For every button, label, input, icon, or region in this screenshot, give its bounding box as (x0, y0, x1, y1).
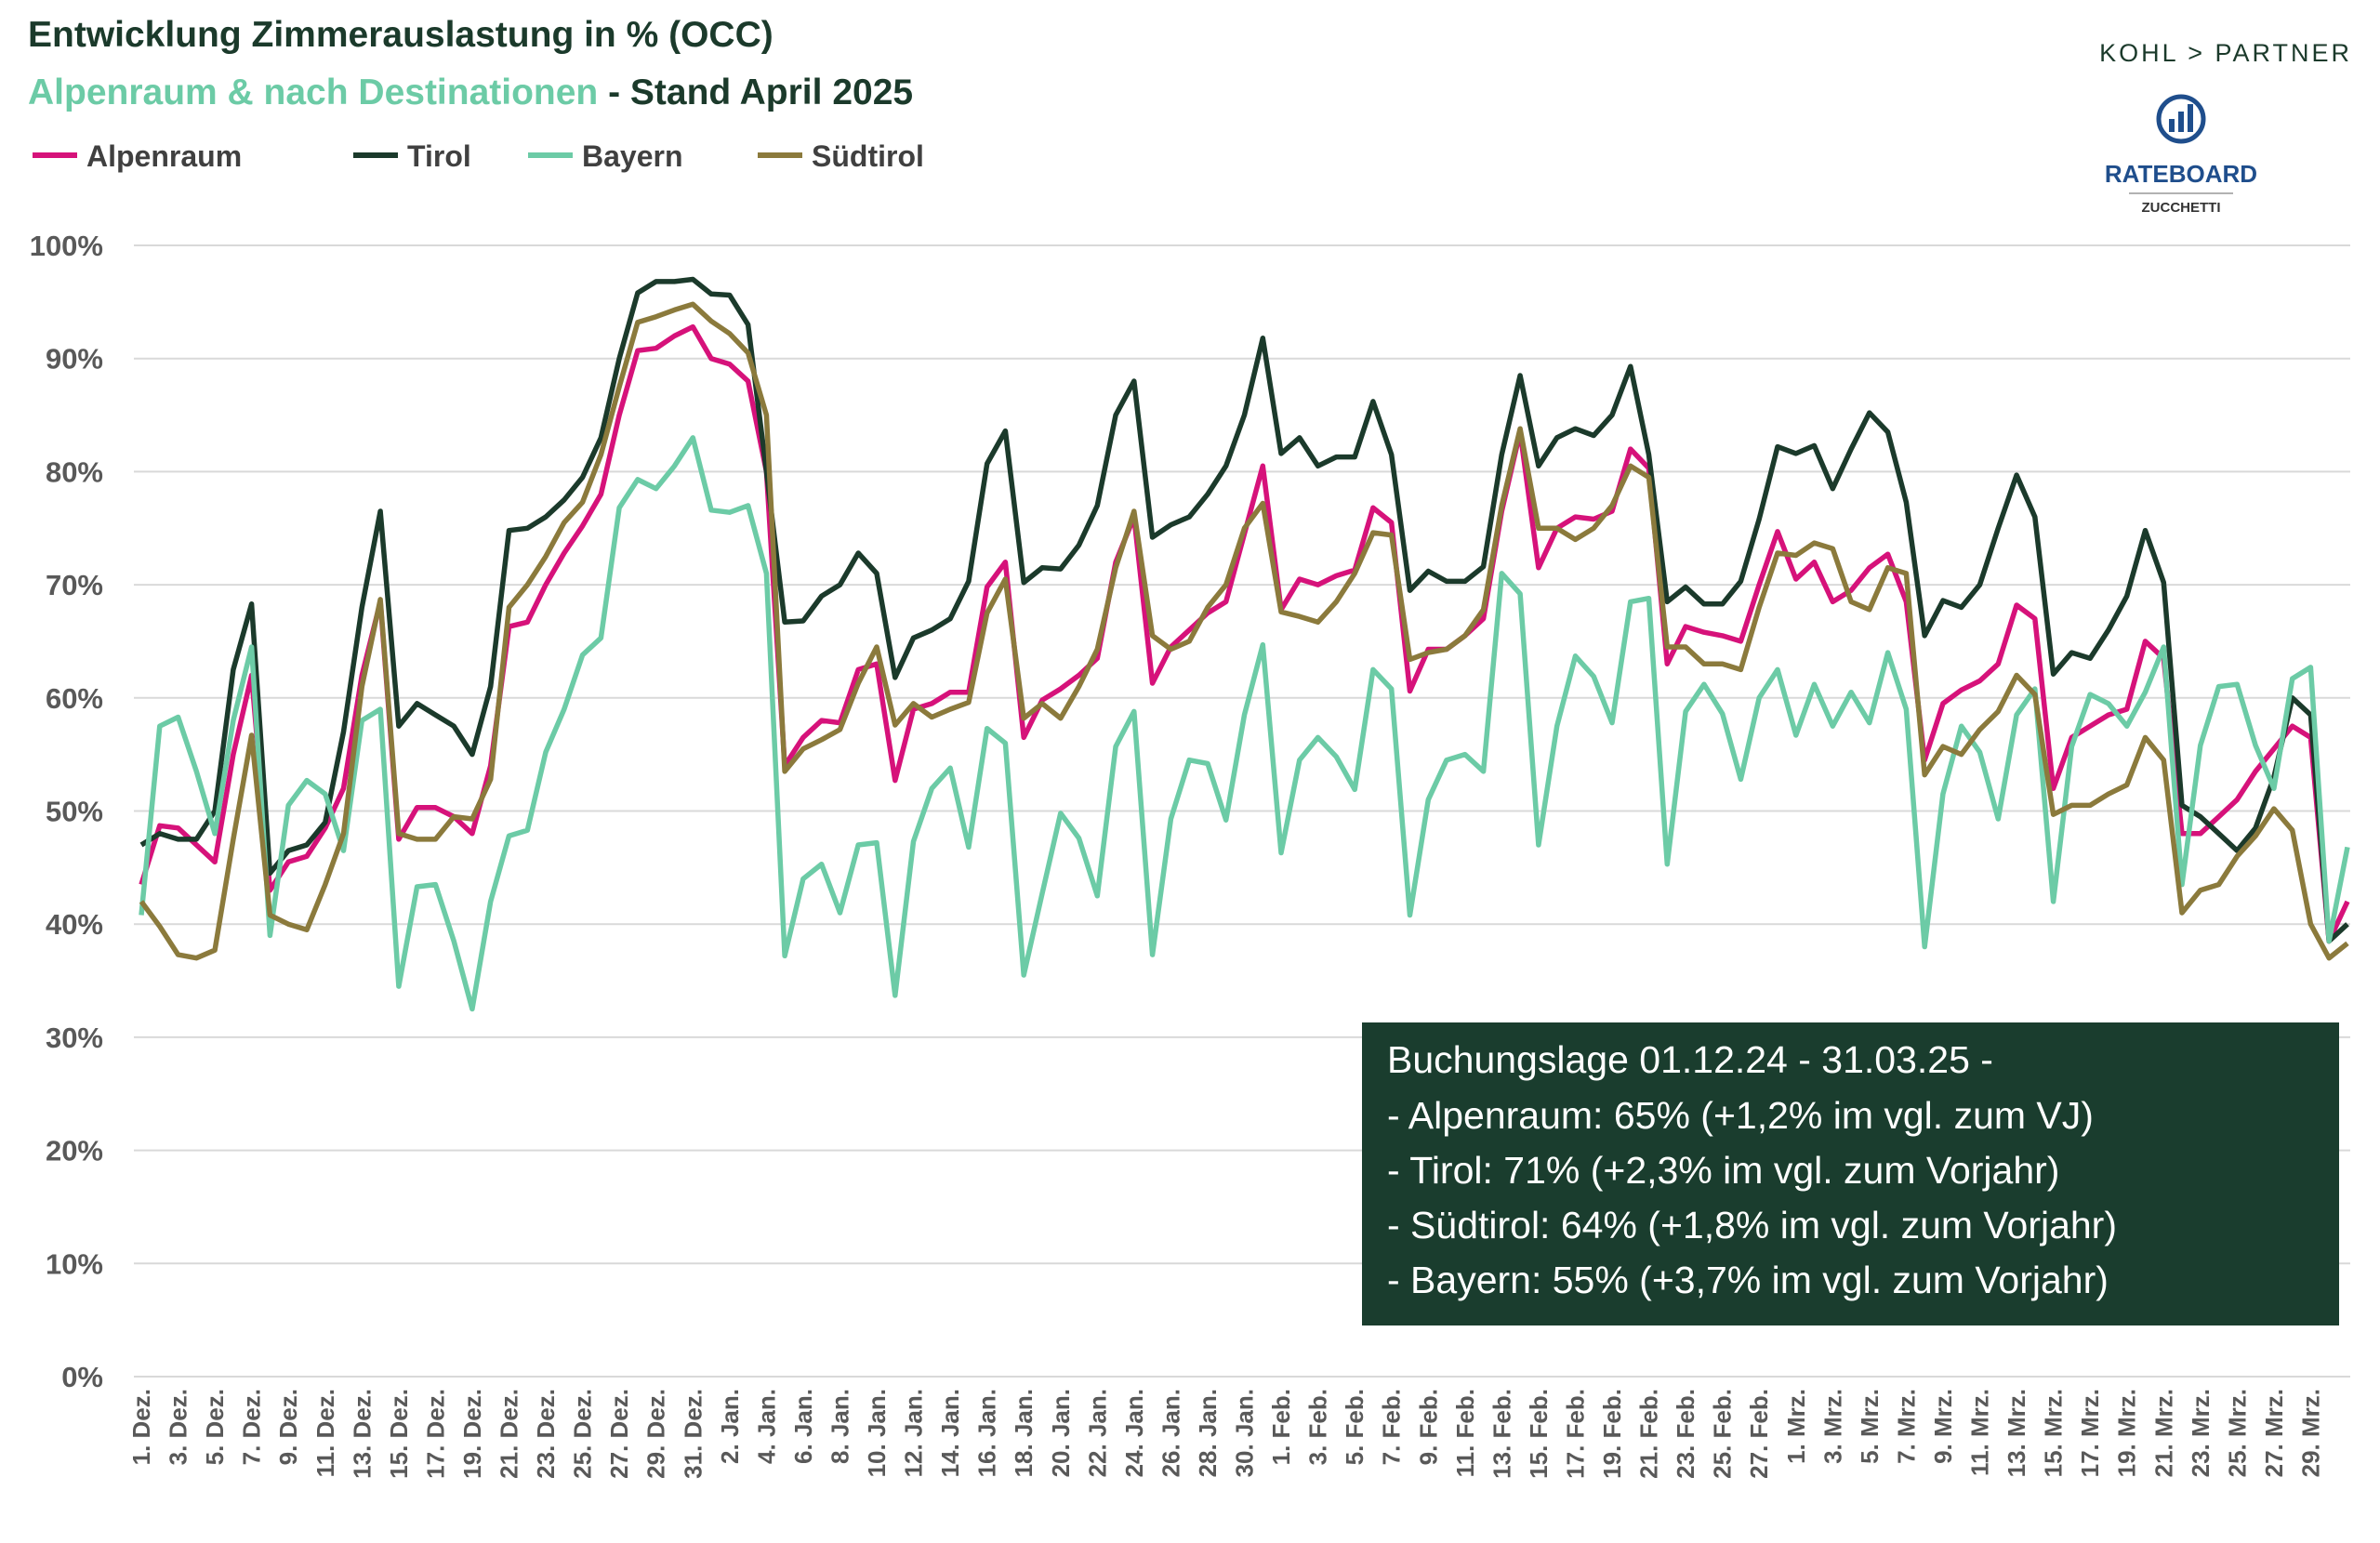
x-tick-label: 15. Dez. (385, 1389, 413, 1479)
rateboard-logo: RATEBOARD (2105, 160, 2257, 188)
x-tick-label: 16. Jan. (973, 1389, 1001, 1477)
zucchetti-logo: ZUCCHETTI (2142, 200, 2221, 216)
x-tick-label: 14. Jan. (936, 1389, 964, 1477)
x-tick-label: 15. Feb. (1525, 1389, 1553, 1479)
y-tick-label: 100% (30, 230, 103, 262)
annotation-line: - Alpenraum: 65% (+1,2% im vgl. zum VJ) (1387, 1094, 2094, 1137)
x-tick-label: 17. Dez. (421, 1389, 449, 1479)
x-tick-label: 18. Jan. (1010, 1389, 1038, 1477)
x-tick-label: 13. Dez. (348, 1389, 376, 1479)
y-tick-label: 20% (46, 1135, 103, 1167)
annotation-line: Buchungslage 01.12.24 - 31.03.25 - (1387, 1038, 1993, 1081)
x-tick-label: 9. Feb. (1414, 1389, 1442, 1465)
x-tick-label: 23. Dez. (532, 1389, 560, 1479)
series-line (139, 276, 2349, 944)
annotation-background (1362, 1022, 2339, 1325)
x-tick-label: 19. Mrz. (2113, 1389, 2141, 1477)
x-tick-label: 4. Jan. (752, 1389, 780, 1464)
x-tick-label: 24. Jan. (1120, 1389, 1148, 1477)
chart-subtitle: Alpenraum & nach Destinationen - Stand A… (28, 73, 913, 112)
x-tick-label: 6. Jan. (789, 1389, 817, 1464)
x-tick-label: 29. Dez. (642, 1389, 670, 1479)
x-tick-label: 12. Jan. (900, 1389, 928, 1477)
x-tick-label: 15. Mrz. (2040, 1389, 2068, 1477)
legend-label: Südtirol (812, 139, 924, 173)
legend-label: Tirol (407, 139, 471, 173)
subtitle-part: Alpenraum & nach Destinationen (28, 73, 598, 112)
legend-label: Alpenraum (86, 139, 242, 173)
x-tick-label: 2. Jan. (716, 1389, 744, 1464)
x-tick-label: 11. Feb. (1451, 1389, 1479, 1477)
x-tick-label: 22. Jan. (1083, 1389, 1111, 1477)
x-tick-label: 11. Dez. (311, 1389, 339, 1477)
x-tick-label: 30. Jan. (1231, 1389, 1259, 1477)
x-tick-label: 5. Feb. (1341, 1389, 1368, 1465)
x-tick-label: 3. Mrz. (1818, 1389, 1846, 1464)
x-tick-label: 17. Feb. (1561, 1389, 1589, 1479)
x-tick-label: 21. Dez. (496, 1389, 523, 1479)
x-tick-label: 1. Dez. (127, 1389, 155, 1465)
y-tick-label: 70% (46, 569, 103, 601)
x-tick-label: 25. Dez. (569, 1389, 597, 1479)
x-tick-label: 10. Jan. (863, 1389, 891, 1477)
legend-item: Südtirol (758, 139, 924, 173)
annotation-line: - Bayern: 55% (+3,7% im vgl. zum Vorjahr… (1387, 1259, 2109, 1301)
x-tick-label: 8. Jan. (826, 1389, 853, 1464)
legend-item: Tirol (353, 139, 471, 173)
x-tick-label: 3. Dez. (165, 1389, 192, 1465)
x-tick-label: 3. Feb. (1304, 1389, 1332, 1465)
x-tick-label: 19. Dez. (458, 1389, 486, 1479)
y-tick-label: 50% (46, 796, 103, 828)
x-tick-label: 25. Feb. (1709, 1389, 1737, 1479)
x-tick-label: 29. Mrz. (2296, 1389, 2324, 1477)
x-tick-label: 21. Feb. (1635, 1389, 1663, 1479)
annotation-line: - Südtirol: 64% (+1,8% im vgl. zum Vorja… (1387, 1204, 2117, 1246)
x-tick-label: 20. Jan. (1047, 1389, 1075, 1477)
x-tick-label: 9. Mrz. (1929, 1389, 1957, 1464)
x-tick-label: 26. Jan. (1157, 1389, 1184, 1477)
legend-item: Alpenraum (33, 139, 242, 173)
subtitle-part: - Stand April 2025 (598, 73, 913, 112)
y-tick-label: 90% (46, 343, 103, 376)
x-tick-label: 27. Mrz. (2260, 1389, 2288, 1477)
x-tick-label: 23. Mrz. (2187, 1389, 2215, 1477)
x-tick-label: 25. Mrz. (2223, 1389, 2251, 1477)
x-tick-label: 23. Feb. (1672, 1389, 1699, 1479)
series-line (139, 435, 2350, 1012)
rateboard-icon (2156, 94, 2206, 144)
x-tick-label: 17. Mrz. (2076, 1389, 2104, 1477)
x-tick-label: 7. Feb. (1378, 1389, 1406, 1465)
x-tick-label: 5. Dez. (201, 1389, 229, 1465)
x-tick-label: 1. Mrz. (1782, 1389, 1810, 1464)
chart-title: Entwicklung Zimmerauslastung in % (OCC) (28, 15, 774, 55)
y-tick-label: 0% (61, 1361, 103, 1393)
x-tick-label: 5. Mrz. (1856, 1389, 1884, 1464)
x-tick-label: 27. Feb. (1745, 1389, 1773, 1479)
x-tick-label: 7. Dez. (238, 1389, 266, 1465)
x-tick-label: 21. Mrz. (2149, 1389, 2177, 1477)
x-tick-label: 31. Dez. (679, 1389, 707, 1479)
x-tick-label: 19. Feb. (1598, 1389, 1626, 1479)
annotation-box: Buchungslage 01.12.24 - 31.03.25 - - Alpe… (1362, 1022, 2339, 1325)
x-tick-label: 9. Dez. (274, 1389, 302, 1465)
x-tick-label: 13. Feb. (1488, 1389, 1515, 1479)
series-line (139, 301, 2349, 961)
x-tick-label: 7. Mrz. (1892, 1389, 1920, 1464)
legend-item: Bayern (528, 139, 683, 173)
x-tick-label: 27. Dez. (605, 1389, 633, 1479)
y-tick-label: 40% (46, 908, 103, 941)
x-tick-label: 28. Jan. (1194, 1389, 1222, 1477)
y-tick-label: 30% (46, 1022, 103, 1054)
y-tick-label: 60% (46, 682, 103, 715)
x-tick-label: 13. Mrz. (2003, 1389, 2030, 1477)
brand-logo: KOHL > PARTNER (2099, 39, 2352, 67)
annotation-line: - Tirol: 71% (+2,3% im vgl. zum Vorjahr) (1387, 1149, 2059, 1192)
x-tick-label: 11. Mrz. (1966, 1389, 1994, 1476)
y-tick-label: 10% (46, 1247, 103, 1280)
x-tick-label: 1. Feb. (1267, 1389, 1295, 1465)
legend-label: Bayern (582, 139, 683, 173)
y-tick-label: 80% (46, 455, 103, 488)
